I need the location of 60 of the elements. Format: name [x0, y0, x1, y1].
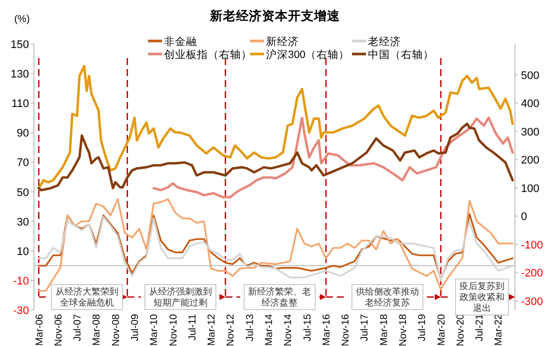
x-tick-label: Jul-13: [244, 314, 256, 342]
x-tick-label: Jul-19: [417, 314, 428, 342]
y2-tick-label: -100: [521, 239, 544, 252]
line-series: [152, 116, 514, 198]
x-tick-label: Mar-20: [436, 314, 448, 346]
annotation: 新经济繁荣、老经济盘整: [248, 286, 312, 308]
line-series: [38, 122, 514, 192]
x-tick-label: Jul-21: [474, 314, 486, 342]
y2-tick-label: 0: [521, 211, 528, 224]
x-tick-label: Mar-08: [92, 314, 103, 346]
y-tick-label: 10: [16, 246, 29, 258]
x-tick-label: Jul-15: [302, 314, 314, 342]
x-tick-label: Nov-08: [110, 314, 122, 346]
x-tick-label: Jul-11: [187, 314, 198, 340]
y-tick-label: 150: [10, 39, 29, 51]
chart-title: 新老经济资本开支增速: [209, 8, 341, 23]
x-tick-label: Jul-09: [130, 314, 142, 342]
x-tick-label: Jul-07: [72, 314, 84, 342]
annotation: 从经济大繁荣到全球金融危机: [56, 286, 119, 308]
x-tick-label: Nov-10: [168, 314, 180, 346]
x-tick-label: Mar-22: [494, 314, 505, 346]
x-tick-label: Mar-12: [206, 314, 218, 346]
y2-tick-label: 200: [521, 154, 540, 167]
legend-label: 老经济: [368, 35, 401, 48]
legend-label: 新经济: [266, 35, 299, 48]
y2-tick-label: -300: [521, 296, 544, 308]
y-tick-label: 90: [16, 128, 29, 140]
annotation: 供给侧改革推动老经济复苏: [356, 286, 419, 308]
y2-tick-label: 100: [521, 182, 540, 195]
legend-label: 中国（右轴）: [368, 48, 434, 61]
x-tick-label: Jul-17: [360, 314, 371, 342]
annotation: 从经济强刺激到短期产能过剩: [148, 286, 212, 308]
x-tick-label: Mar-18: [378, 314, 390, 346]
x-tick-label: Mar-06: [34, 314, 46, 346]
x-tick-label: Mar-10: [149, 314, 160, 346]
y-tick-label: -30: [13, 305, 29, 317]
x-tick-label: Nov-20: [455, 314, 466, 346]
y-tick-label: 50: [16, 186, 29, 199]
y-tick-label: 70: [16, 157, 29, 170]
x-tick-label: Mar-14: [264, 314, 276, 346]
x-tick-label: Mar-16: [321, 314, 332, 346]
x-tick-label: Nov-06: [53, 314, 64, 346]
annotation: 疫后复苏到政策收紧和退出: [459, 281, 504, 313]
line-series: [38, 64, 514, 190]
x-tick-label: Nov-14: [283, 314, 294, 346]
y-axis-title: (%): [14, 14, 30, 25]
x-tick-label: Nov-16: [340, 314, 352, 346]
x-tick-label: Nov-12: [226, 314, 237, 346]
y2-tick-label: 400: [521, 98, 540, 110]
y-tick-label: 30: [16, 216, 29, 228]
y2-tick-label: 300: [521, 126, 540, 138]
y2-tick-label: 500: [521, 70, 540, 82]
legend-label: 非金融: [164, 35, 197, 48]
x-tick-label: Nov-18: [398, 314, 410, 346]
legend-label: 创业板指（右轴）: [164, 48, 252, 61]
y2-tick-label: -200: [521, 268, 544, 280]
y-tick-label: 130: [10, 68, 29, 81]
legend-label: 沪深300（右轴）: [266, 48, 350, 61]
y-tick-label: 110: [11, 98, 29, 110]
y-tick-label: -10: [13, 275, 29, 288]
